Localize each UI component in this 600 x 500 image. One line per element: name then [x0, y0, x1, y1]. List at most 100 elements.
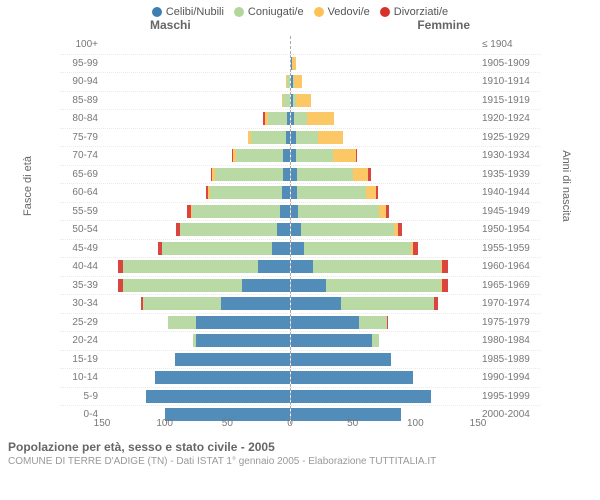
male-bar [102, 388, 290, 406]
pyramid-row: 40-44 1960-1964 [60, 258, 540, 277]
birth-label: 1955-1959 [478, 243, 540, 254]
x-axis: 15010050050100150 [60, 418, 540, 434]
age-label: 40-44 [60, 261, 102, 272]
age-label: 50-54 [60, 224, 102, 235]
pyramid-row: 35-391965-1969 [60, 277, 540, 296]
age-label: 90-94 [60, 76, 102, 87]
female-bar [290, 147, 479, 165]
birth-label: 1930-1934 [478, 150, 540, 161]
age-label: 70-74 [60, 150, 102, 161]
birth-label: 1995-1999 [478, 391, 540, 402]
chart-area: 100+≤ 190495-991905-190990-941910-191485… [60, 36, 540, 416]
pyramid-row: 55-591945-1949 [60, 203, 540, 222]
female-bar [290, 351, 479, 369]
male-bar [102, 314, 290, 332]
male-bar [102, 203, 290, 221]
birth-label: 1940-1944 [478, 187, 540, 198]
x-tick: 0 [287, 418, 293, 429]
pyramid-row: 30-341970-1974 [60, 295, 540, 314]
pyramid-row: 15-19 1985-1989 [60, 351, 540, 370]
female-bar [290, 36, 479, 54]
birth-label: ≤ 1904 [478, 39, 540, 50]
pyramid-row: 95-99 1905-1909 [60, 55, 540, 74]
birth-label: 1960-1964 [478, 261, 540, 272]
x-tick: 100 [156, 418, 173, 429]
gender-headers: Maschi Femmine [0, 18, 600, 36]
male-bar [102, 73, 290, 91]
footer: Popolazione per età, sesso e stato civil… [8, 440, 592, 467]
age-label: 65-69 [60, 169, 102, 180]
legend-item: Divorziati/e [380, 6, 448, 18]
age-label: 95-99 [60, 58, 102, 69]
female-bar [290, 55, 479, 73]
x-tick: 100 [407, 418, 424, 429]
birth-label: 1905-1909 [478, 58, 540, 69]
male-bar [102, 147, 290, 165]
female-bar [290, 110, 479, 128]
pyramid-row: 65-69 1935-1939 [60, 166, 540, 185]
x-tick: 150 [470, 418, 487, 429]
pyramid-row: 20-24 1980-1984 [60, 332, 540, 351]
birth-label: 1920-1924 [478, 113, 540, 124]
female-bar [290, 92, 479, 110]
age-label: 15-19 [60, 354, 102, 365]
age-label: 85-89 [60, 95, 102, 106]
birth-label: 1935-1939 [478, 169, 540, 180]
male-bar [102, 240, 290, 258]
legend-item: Celibi/Nubili [152, 6, 224, 18]
female-bar [290, 314, 479, 332]
male-bar [102, 295, 290, 313]
male-bar [102, 351, 290, 369]
birth-label: 1915-1919 [478, 95, 540, 106]
pyramid-row: 10-14 1990-1994 [60, 369, 540, 388]
age-label: 5-9 [60, 391, 102, 402]
legend-item: Vedovi/e [314, 6, 370, 18]
male-bar [102, 184, 290, 202]
birth-label: 1985-1989 [478, 354, 540, 365]
pyramid-row: 25-29 1975-1979 [60, 314, 540, 333]
legend: Celibi/Nubili Coniugati/e Vedovi/e Divorzia… [0, 6, 600, 18]
male-bar [102, 221, 290, 239]
birth-label: 1970-1974 [478, 298, 540, 309]
x-tick: 150 [94, 418, 111, 429]
pyramid-chart: Celibi/Nubili Coniugati/e Vedovi/e Divorzia… [0, 0, 600, 500]
female-bar [290, 73, 479, 91]
header-male: Maschi [150, 18, 191, 32]
female-bar [290, 388, 479, 406]
age-label: 10-14 [60, 372, 102, 383]
male-bar [102, 110, 290, 128]
age-label: 100+ [60, 39, 102, 50]
y-axis-title-right: Anni di nascita [560, 150, 572, 222]
age-label: 75-79 [60, 132, 102, 143]
pyramid-row: 80-84 1920-1924 [60, 110, 540, 129]
birth-label: 1965-1969 [478, 280, 540, 291]
pyramid-row: 85-89 1915-1919 [60, 92, 540, 111]
birth-label: 1990-1994 [478, 372, 540, 383]
header-female: Femmine [417, 18, 470, 32]
male-bar [102, 166, 290, 184]
pyramid-row: 90-941910-1914 [60, 73, 540, 92]
age-label: 80-84 [60, 113, 102, 124]
birth-label: 1980-1984 [478, 335, 540, 346]
pyramid-row: 70-74 1930-1934 [60, 147, 540, 166]
legend-item: Coniugati/e [234, 6, 304, 18]
male-bar [102, 258, 290, 276]
male-bar [102, 277, 290, 295]
female-bar [290, 240, 479, 258]
chart-title: Popolazione per età, sesso e stato civil… [8, 440, 592, 454]
male-bar [102, 36, 290, 54]
female-bar [290, 277, 479, 295]
male-bar [102, 332, 290, 350]
age-label: 25-29 [60, 317, 102, 328]
female-bar [290, 129, 479, 147]
birth-label: 1975-1979 [478, 317, 540, 328]
female-bar [290, 369, 479, 387]
pyramid-row: 5-9 1995-1999 [60, 388, 540, 407]
male-bar [102, 92, 290, 110]
pyramid-row: 45-491955-1959 [60, 240, 540, 259]
birth-label: 1925-1929 [478, 132, 540, 143]
birth-label: 1950-1954 [478, 224, 540, 235]
age-label: 20-24 [60, 335, 102, 346]
age-label: 60-64 [60, 187, 102, 198]
female-bar [290, 258, 479, 276]
